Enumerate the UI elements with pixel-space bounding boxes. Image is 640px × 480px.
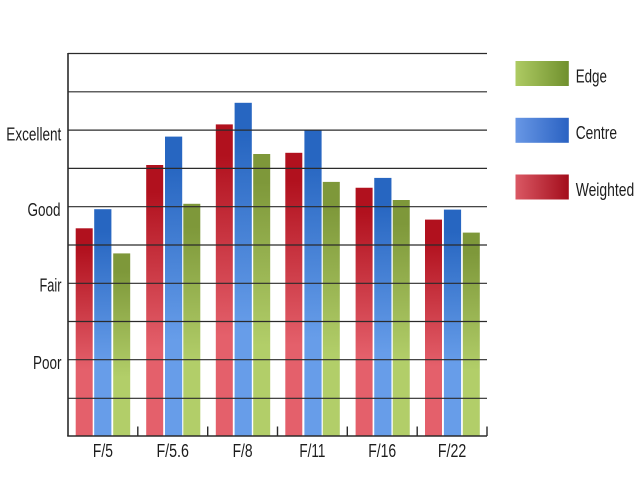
svg-text:F/22: F/22: [438, 441, 466, 461]
svg-text:F/11: F/11: [299, 441, 325, 461]
svg-text:Fair: Fair: [40, 276, 62, 296]
svg-text:F/16: F/16: [368, 441, 396, 461]
svg-text:Poor: Poor: [33, 353, 62, 373]
svg-text:F/5.6: F/5.6: [156, 441, 189, 461]
svg-text:Weighted: Weighted: [576, 180, 635, 200]
svg-text:F/5: F/5: [93, 441, 113, 461]
svg-text:F/8: F/8: [233, 441, 253, 461]
svg-text:Excellent: Excellent: [6, 125, 61, 145]
svg-text:Good: Good: [28, 200, 61, 220]
svg-text:Edge: Edge: [576, 66, 607, 86]
svg-text:Centre: Centre: [576, 123, 617, 143]
